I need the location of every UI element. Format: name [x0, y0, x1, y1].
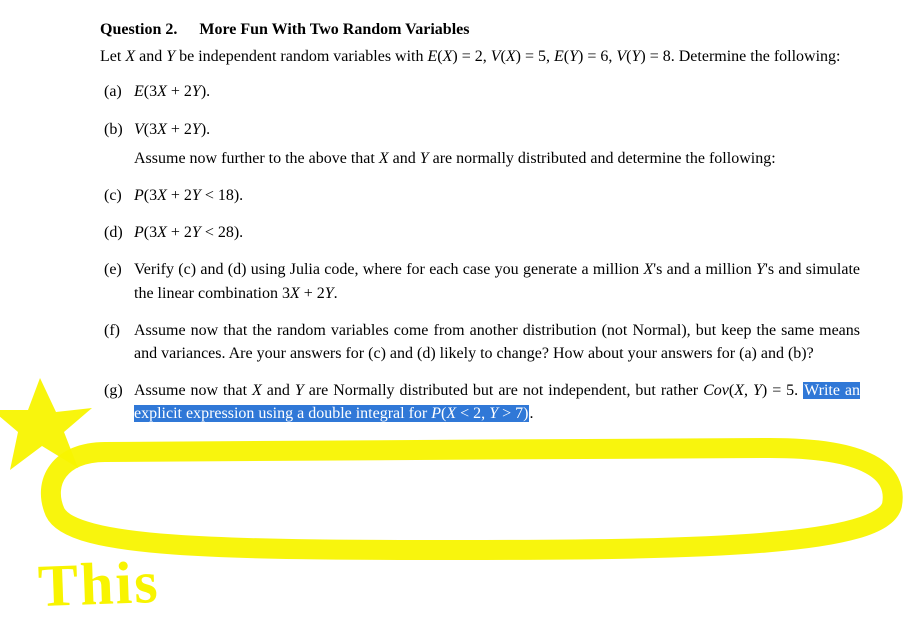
- part-d-label: (d): [104, 221, 123, 244]
- highlighter-circle: [51, 448, 893, 550]
- part-a: (a) E(3X + 2Y).: [100, 80, 860, 103]
- part-b-body: V: [134, 121, 144, 138]
- part-c-body: P: [134, 187, 144, 204]
- part-g-label: (g): [104, 379, 123, 402]
- question-header: Question 2. More Fun With Two Random Var…: [100, 18, 860, 41]
- highlighter-star: [0, 378, 92, 470]
- part-c: (c) P(3X + 2Y < 18).: [100, 184, 860, 207]
- part-c-label: (c): [104, 184, 122, 207]
- question-title: More Fun With Two Random Variables: [199, 21, 469, 38]
- part-a-body: E: [134, 83, 144, 100]
- question-block: Question 2. More Fun With Two Random Var…: [100, 18, 860, 439]
- intro-math: X: [125, 48, 135, 65]
- question-intro: Let X and Y be independent random variab…: [100, 45, 860, 68]
- part-f: (f) Assume now that the random variables…: [100, 319, 860, 365]
- part-d: (d) P(3X + 2Y < 28).: [100, 221, 860, 244]
- handwritten-this: This: [37, 548, 161, 621]
- question-label: Question 2.: [100, 21, 177, 38]
- part-g: (g) Assume now that X and Y are Normally…: [100, 379, 860, 425]
- part-b: (b) V(3X + 2Y). Assume now further to th…: [100, 118, 860, 170]
- part-b-label: (b): [104, 118, 123, 141]
- intro-pre: Let: [100, 48, 125, 65]
- part-f-label: (f): [104, 319, 120, 342]
- part-a-label: (a): [104, 80, 122, 103]
- part-f-body: Assume now that the random variables com…: [134, 322, 860, 362]
- part-g-selection: Write an explicit expression using a dou…: [134, 382, 860, 422]
- part-e-label: (e): [104, 258, 122, 281]
- part-b-note: Assume now further to the above that X a…: [134, 147, 860, 170]
- part-e: (e) Verify (c) and (d) using Julia code,…: [100, 258, 860, 304]
- part-d-body: P: [134, 224, 144, 241]
